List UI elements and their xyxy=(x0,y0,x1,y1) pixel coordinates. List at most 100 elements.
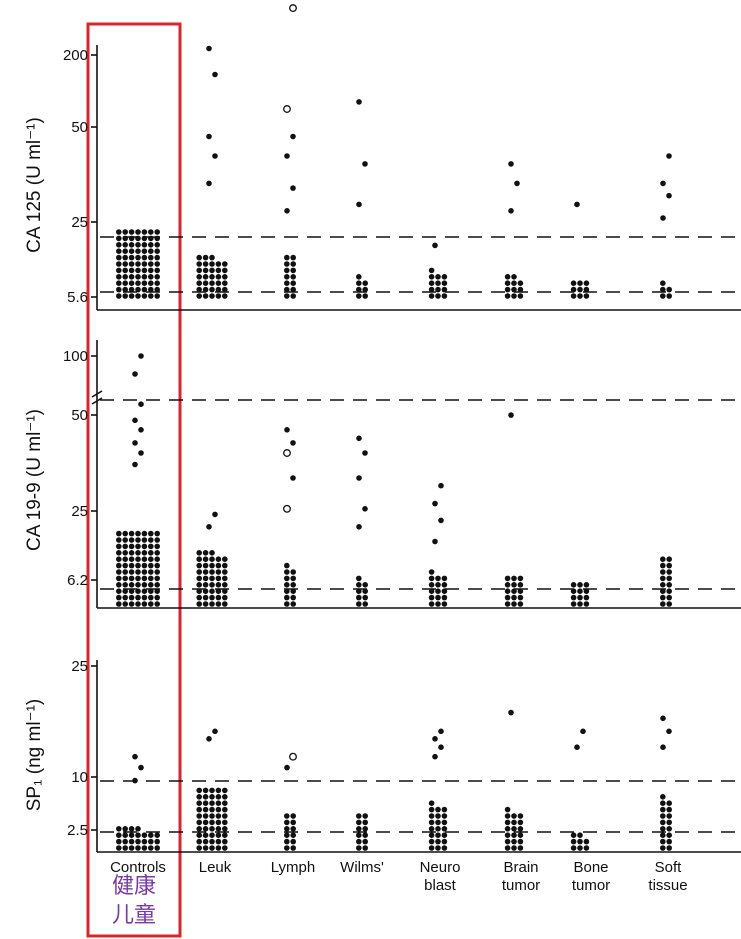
ca125-point-leuk xyxy=(209,254,215,261)
ca199-point-controls xyxy=(138,401,144,408)
sp1-point-neuro-blast xyxy=(435,806,441,813)
ca199-point-soft-tissue xyxy=(666,575,672,582)
ca125-point-brain-tumor xyxy=(511,280,517,287)
sp1-point-leuk xyxy=(209,845,215,851)
ca199-point-leuk xyxy=(212,511,218,518)
ca199-point-soft-tissue xyxy=(666,569,672,575)
sp1-point-leuk xyxy=(215,806,222,813)
sp1-point-neuro-blast xyxy=(428,832,435,838)
ca199-point-controls xyxy=(122,594,128,601)
ca199-point-controls xyxy=(135,594,141,601)
ca125-point-controls xyxy=(128,229,135,235)
sp1-point-neuro-blast xyxy=(428,845,435,851)
sp1-point-leuk xyxy=(202,845,209,851)
category-label: Soft xyxy=(655,859,683,876)
sp1-point-neuro-blast xyxy=(428,826,435,832)
ca125-point-controls xyxy=(141,261,148,267)
ca199-point-leuk xyxy=(215,582,222,588)
ca125-point-wilms- xyxy=(356,274,362,280)
ca125-point-controls xyxy=(148,229,154,235)
ca199-point-leuk xyxy=(209,562,215,569)
ca125-point-controls xyxy=(154,248,160,254)
ca199-point-controls xyxy=(148,582,154,588)
ca199-point-controls xyxy=(154,588,160,594)
ca199-point-lymph xyxy=(284,575,290,582)
ca125-point-lymph xyxy=(284,267,290,274)
ca125-point-leuk xyxy=(209,286,215,293)
sp1-point-leuk xyxy=(209,838,215,845)
ca199-point-leuk xyxy=(222,594,228,601)
sp1-point-lymph xyxy=(284,764,290,771)
ca199-point-bone-tumor xyxy=(583,601,590,607)
ca125-point-controls xyxy=(122,261,128,267)
ca199-point-controls xyxy=(122,582,128,588)
ca125-point-controls xyxy=(128,286,135,293)
ca125-point-neuro-blast xyxy=(435,280,441,287)
sp1-point-brain-tumor xyxy=(517,832,524,838)
sp1-point-neuro-blast xyxy=(435,819,441,826)
ca199-point-controls xyxy=(141,556,148,562)
ca199-point-controls xyxy=(128,582,135,588)
ca199-point-soft-tissue xyxy=(666,556,672,562)
ca125-point-controls xyxy=(135,248,141,254)
ca199-point-controls xyxy=(148,550,154,556)
ca199-point-controls xyxy=(141,575,148,582)
ca199-point-lymph xyxy=(284,582,290,588)
ca199-point-brain-tumor xyxy=(504,575,511,582)
ca199-point-neuro-blast xyxy=(428,594,435,601)
ca199-point-controls xyxy=(135,543,141,550)
ca199-point-wilms- xyxy=(356,435,362,442)
ca199-point-controls xyxy=(148,530,154,537)
sp1-point-leuk xyxy=(222,806,228,813)
sp1-point-neuro-blast xyxy=(435,826,441,832)
sp1-point-leuk xyxy=(196,794,202,800)
ca199-point-wilms- xyxy=(356,588,362,594)
ca125-point-leuk xyxy=(212,153,218,159)
sp1-point-brain-tumor xyxy=(511,832,517,838)
ca199-point-leuk xyxy=(222,582,228,588)
sp1-point-brain-tumor xyxy=(504,813,511,819)
ca199-point-lymph xyxy=(284,601,290,607)
ca199-point-neuro-blast xyxy=(435,575,441,582)
ca125-point-leuk xyxy=(202,286,209,293)
ca125-point-leuk xyxy=(215,286,222,293)
ca199-point-neuro-blast xyxy=(435,588,441,594)
ca199-point-controls xyxy=(141,530,148,537)
ca199-point-leuk xyxy=(202,575,209,582)
ca199-point-leuk xyxy=(202,550,209,556)
ca199-point-wilms- xyxy=(356,594,362,601)
ca199-point-controls xyxy=(141,543,148,550)
sp1-point-soft-tissue xyxy=(666,838,672,845)
sp1-point-neuro-blast xyxy=(441,806,448,813)
ca199-point-controls xyxy=(116,569,122,575)
ca125-point-brain-tumor xyxy=(504,274,511,280)
ca199-point-controls xyxy=(148,569,154,575)
ca199-ticks: 100 50 25 6.2 xyxy=(63,348,97,589)
ca199-point-controls xyxy=(135,556,141,562)
ca199-point-bone-tumor xyxy=(577,588,583,594)
sp1-point-brain-tumor xyxy=(511,826,517,832)
sp1-tick-label: 10 xyxy=(71,769,88,786)
sp1-point-leuk xyxy=(196,826,202,832)
ca125-point-controls xyxy=(128,254,135,261)
ca125-point-controls xyxy=(128,293,135,299)
ca199-point-leuk xyxy=(202,594,209,601)
sp1-point-brain-tumor xyxy=(517,826,524,832)
sp1-point-lymph xyxy=(284,832,290,838)
ca125-point-soft-tissue xyxy=(660,215,666,221)
ca199-point-lymph xyxy=(284,588,290,594)
ca199-point-brain-tumor xyxy=(511,594,517,601)
ca125-point-neuro-blast xyxy=(432,242,438,249)
ca199-point-controls xyxy=(141,569,148,575)
ca199-point-controls xyxy=(128,601,135,607)
ca199-point-leuk xyxy=(215,556,222,562)
ca125-axis-title: CA 125 (U ml⁻¹) xyxy=(24,117,45,253)
ca199-point-neuro-blast xyxy=(441,601,448,607)
ca125-ticks: 200 50 25 5.6 xyxy=(63,47,97,306)
category-sublabel: tumor xyxy=(502,877,540,894)
ca199-point-controls xyxy=(148,588,154,594)
sp1-point-controls xyxy=(116,845,122,851)
ca125-point-brain-tumor xyxy=(511,293,517,299)
sp1-point-controls xyxy=(135,826,141,832)
ca125-point-lymph xyxy=(290,274,297,280)
